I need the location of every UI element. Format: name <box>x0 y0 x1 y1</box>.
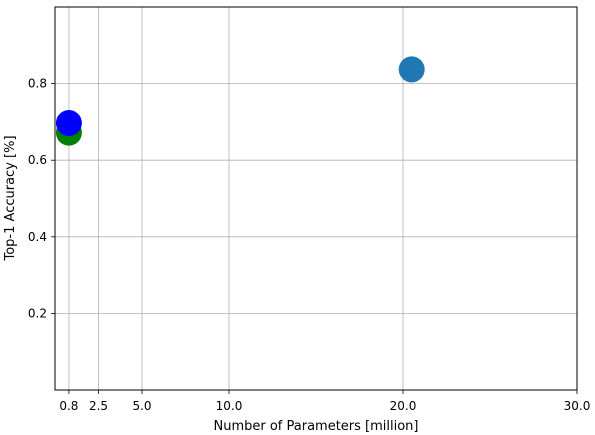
grid-lines <box>55 7 578 390</box>
data-points <box>55 56 425 146</box>
x-tick-label: 20.0 <box>390 399 417 413</box>
x-tick-label: 5.0 <box>132 399 151 413</box>
x-tick-label: 2.5 <box>89 399 108 413</box>
data-point <box>55 110 82 137</box>
x-tick-label: 0.8 <box>59 399 78 413</box>
y-axis-label: Top-1 Accuracy [%] <box>3 135 18 261</box>
axis-ticks: 0.8 2.5 5.0 10.0 20.0 30.0 0.2 0.4 0.6 0.8 <box>28 77 590 413</box>
y-tick-label: 0.8 <box>28 77 47 91</box>
x-axis-label: Number of Parameters [million] <box>213 419 418 434</box>
x-tick-label: 10.0 <box>216 399 243 413</box>
data-point <box>398 56 425 83</box>
x-tick-label: 30.0 <box>564 399 591 413</box>
plot-frame <box>54 6 578 391</box>
y-tick-label: 0.4 <box>28 230 47 244</box>
y-tick-label: 0.6 <box>28 153 47 167</box>
y-tick-label: 0.2 <box>28 306 47 320</box>
